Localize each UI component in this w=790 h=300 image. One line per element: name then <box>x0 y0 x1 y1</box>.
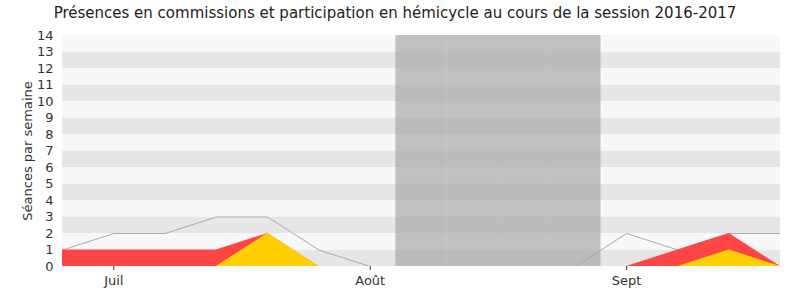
svg-text:2: 2 <box>45 226 53 241</box>
svg-text:4: 4 <box>45 193 53 208</box>
svg-text:0: 0 <box>45 259 53 274</box>
html-text:Présences en commissions et pa: Présences en commissions et participatio… <box>53 4 737 22</box>
svg-text:8: 8 <box>45 127 53 142</box>
svg-text:Séances par semaine: Séances par semaine <box>20 81 35 220</box>
svg-text:11: 11 <box>37 77 54 92</box>
svg-text:Sept: Sept <box>612 273 642 288</box>
svg-text:Juil: Juil <box>103 273 123 288</box>
svg-text:3: 3 <box>45 209 53 224</box>
svg-text:14: 14 <box>37 28 54 43</box>
svg-text:5: 5 <box>45 176 53 191</box>
svg-text:7: 7 <box>45 143 53 158</box>
svg-text:6: 6 <box>45 160 53 175</box>
svg-text:12: 12 <box>37 61 54 76</box>
svg-text:10: 10 <box>37 94 54 109</box>
svg-text:13: 13 <box>37 44 54 59</box>
svg-text:Août: Août <box>355 273 385 288</box>
svg-text:1: 1 <box>45 242 53 257</box>
svg-text:9: 9 <box>45 110 53 125</box>
